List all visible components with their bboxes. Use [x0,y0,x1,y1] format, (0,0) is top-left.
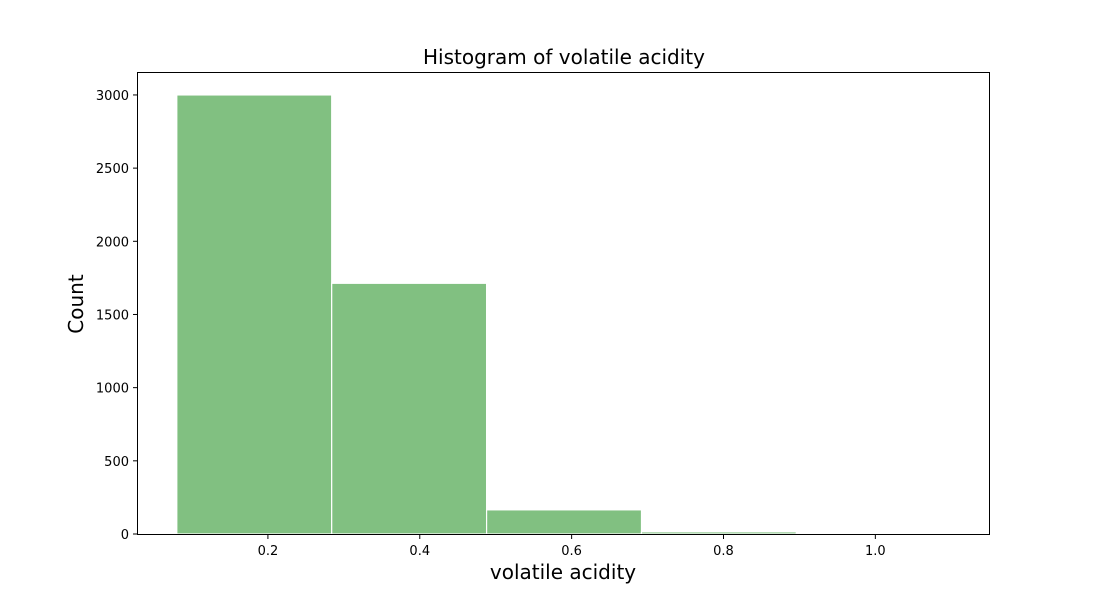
y-axis-label: Count [64,274,88,334]
x-axis-label: volatile acidity [490,560,636,584]
chart-title: Histogram of volatile acidity [423,45,705,69]
y-tick-label: 3000 [96,89,129,104]
y-tick-label: 2500 [96,162,129,177]
histogram-bar-4 [640,531,797,535]
y-axis-ticks: 0 500 1000 1500 2000 2500 3000 [96,89,138,543]
histogram-bar-3 [485,509,643,535]
plot-frame [137,72,990,535]
histogram-bar-2 [331,282,488,535]
bars-group [176,94,952,535]
y-tick-label: 1500 [96,308,129,323]
y-tick-label: 500 [104,455,129,470]
histogram-bar-1 [176,94,333,535]
histogram-bar-5 [795,532,952,535]
x-tick-label: 0.2 [258,544,279,559]
x-axis-ticks: 0.2 0.4 0.6 0.8 1.0 [258,534,886,559]
y-tick-label: 1000 [96,382,129,397]
x-tick-label: 0.6 [561,544,582,559]
x-tick-label: 0.4 [409,544,430,559]
x-tick-label: 1.0 [865,544,886,559]
x-tick-label: 0.8 [713,544,734,559]
y-tick-label: 0 [121,528,129,543]
y-tick-label: 2000 [96,235,129,250]
